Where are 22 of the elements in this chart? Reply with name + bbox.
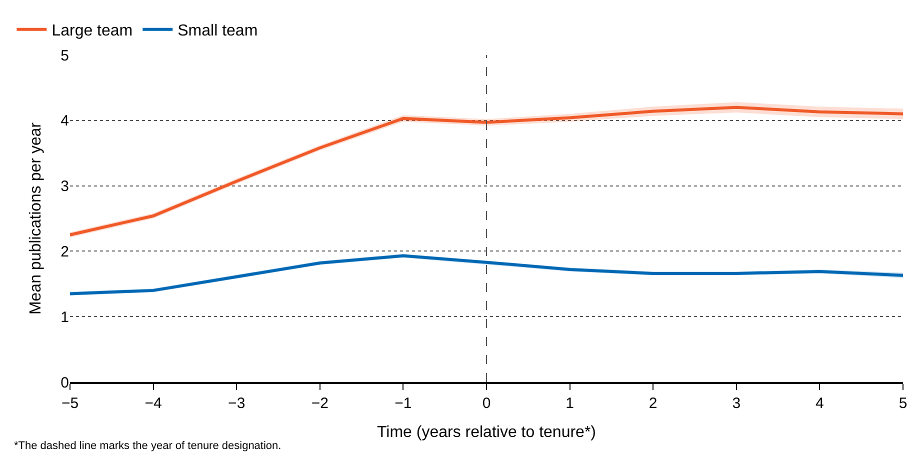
y-tick-label: 2 — [60, 243, 69, 260]
text: *The dashed line marks the year of tenure designation. — [14, 440, 282, 452]
x-tick-label: −1 — [394, 395, 412, 412]
y-tick-label: 0 — [60, 374, 69, 392]
y-tick-label: 3 — [60, 178, 69, 196]
x-tick-label: −4 — [144, 395, 162, 412]
y-tick-label: 4 — [60, 112, 69, 130]
y-tick-label: 1 — [60, 308, 69, 326]
y-axis-title: Mean publications per year — [28, 122, 45, 315]
legend-label: Large team — [52, 22, 133, 40]
x-axis-title: Time (years relative to tenure*) — [376, 424, 596, 442]
x-tick-label: 2 — [648, 395, 658, 412]
x-tick-label: −2 — [311, 395, 328, 412]
y-tick-label: 5 — [60, 47, 69, 64]
x-tick-label: 4 — [816, 395, 824, 412]
x-tick-label: 0 — [482, 395, 491, 412]
x-tick-label: 1 — [566, 395, 574, 412]
x-tick-label: 5 — [898, 395, 908, 412]
x-tick-label: −3 — [228, 395, 246, 412]
x-tick-label: −5 — [61, 395, 79, 412]
legend-label: Small team — [178, 22, 258, 40]
x-tick-label: 3 — [732, 395, 741, 412]
